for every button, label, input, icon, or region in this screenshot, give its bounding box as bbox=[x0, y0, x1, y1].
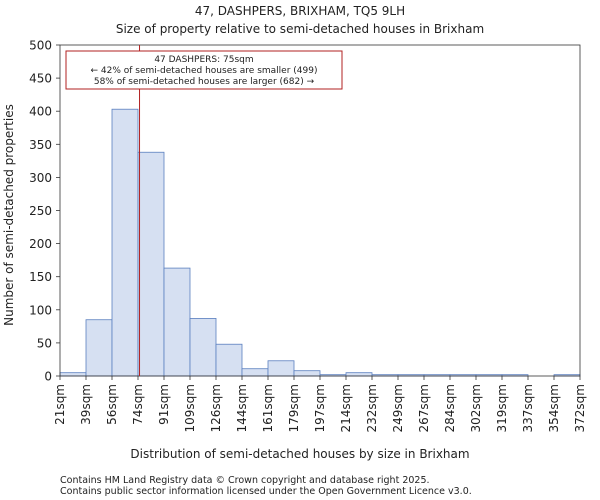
bar-56sqm bbox=[111, 108, 139, 377]
annotation-box: 47 DASHPERS: 75sqm ← 42% of semi-detache… bbox=[65, 50, 343, 90]
bar-126sqm bbox=[215, 343, 243, 377]
bars-group bbox=[59, 108, 581, 377]
x-tick-label-197sqm: 197sqm bbox=[313, 384, 327, 432]
bar-161sqm bbox=[267, 360, 295, 377]
x-tick-label-354sqm: 354sqm bbox=[547, 384, 561, 432]
bar-109sqm bbox=[189, 318, 217, 377]
annotation-line-1: 47 DASHPERS: 75sqm bbox=[154, 55, 253, 65]
x-tick-label-214sqm: 214sqm bbox=[339, 384, 353, 432]
x-tick-label-372sqm: 372sqm bbox=[573, 384, 587, 432]
y-tick-label-50: 50 bbox=[37, 336, 52, 350]
bar-179sqm bbox=[293, 370, 321, 377]
x-tick-label-126sqm: 126sqm bbox=[209, 384, 223, 432]
chart-subtitle: Size of property relative to semi-detach… bbox=[116, 22, 484, 36]
annotation-line-2: ← 42% of semi-detached houses are smalle… bbox=[91, 66, 318, 76]
y-tick-label-150: 150 bbox=[29, 270, 52, 284]
y-tick-label-100: 100 bbox=[29, 303, 52, 317]
x-tick-label-319sqm: 319sqm bbox=[495, 384, 509, 432]
x-tick-label-302sqm: 302sqm bbox=[469, 384, 483, 432]
x-tick-label-267sqm: 267sqm bbox=[417, 384, 431, 432]
x-tick-label-39sqm: 39sqm bbox=[79, 384, 93, 425]
bar-39sqm bbox=[85, 319, 113, 377]
x-tick-label-74sqm: 74sqm bbox=[131, 384, 145, 425]
x-tick-label-56sqm: 56sqm bbox=[105, 384, 119, 425]
bar-91sqm bbox=[163, 267, 191, 377]
y-tick-label-400: 400 bbox=[29, 105, 52, 119]
x-tick-label-161sqm: 161sqm bbox=[261, 384, 275, 432]
y-tick-label-500: 500 bbox=[29, 39, 52, 53]
footer-line-2: Contains public sector information licen… bbox=[60, 486, 472, 497]
x-tick-label-179sqm: 179sqm bbox=[287, 384, 301, 432]
bar-144sqm bbox=[241, 368, 269, 377]
chart-title: 47, DASHPERS, BRIXHAM, TQ5 9LH bbox=[195, 4, 405, 18]
x-axis-ticks: 21sqm 39sqm 56sqm 74sqm 91sqm 109sqm 126sqm 144… bbox=[53, 376, 587, 432]
y-tick-label-250: 250 bbox=[29, 204, 52, 218]
y-tick-label-300: 300 bbox=[29, 171, 52, 185]
y-tick-label-0: 0 bbox=[44, 370, 52, 384]
x-tick-label-91sqm: 91sqm bbox=[157, 384, 171, 425]
y-tick-label-350: 350 bbox=[29, 138, 52, 152]
x-tick-label-232sqm: 232sqm bbox=[365, 384, 379, 432]
footer-line-1: Contains HM Land Registry data © Crown c… bbox=[60, 475, 430, 486]
plot-frame bbox=[59, 44, 581, 377]
y-axis-label: Number of semi-detached properties bbox=[2, 104, 16, 326]
bar-21sqm bbox=[59, 372, 87, 377]
annotation-line-3: 58% of semi-detached houses are larger (… bbox=[94, 77, 315, 87]
y-axis-ticks: 0 50 100 150 200 250 300 350 400 450 500 bbox=[29, 39, 60, 384]
x-tick-label-249sqm: 249sqm bbox=[391, 384, 405, 432]
x-tick-label-337sqm: 337sqm bbox=[521, 384, 535, 432]
x-tick-label-21sqm: 21sqm bbox=[53, 384, 67, 425]
y-tick-label-200: 200 bbox=[29, 237, 52, 251]
x-axis-label: Distribution of semi-detached houses by … bbox=[130, 447, 469, 461]
y-tick-label-450: 450 bbox=[29, 72, 52, 86]
x-tick-label-284sqm: 284sqm bbox=[443, 384, 457, 432]
x-tick-label-144sqm: 144sqm bbox=[235, 384, 249, 432]
x-tick-label-109sqm: 109sqm bbox=[183, 384, 197, 432]
bar-214sqm bbox=[345, 372, 373, 377]
bar-74sqm bbox=[137, 151, 165, 377]
